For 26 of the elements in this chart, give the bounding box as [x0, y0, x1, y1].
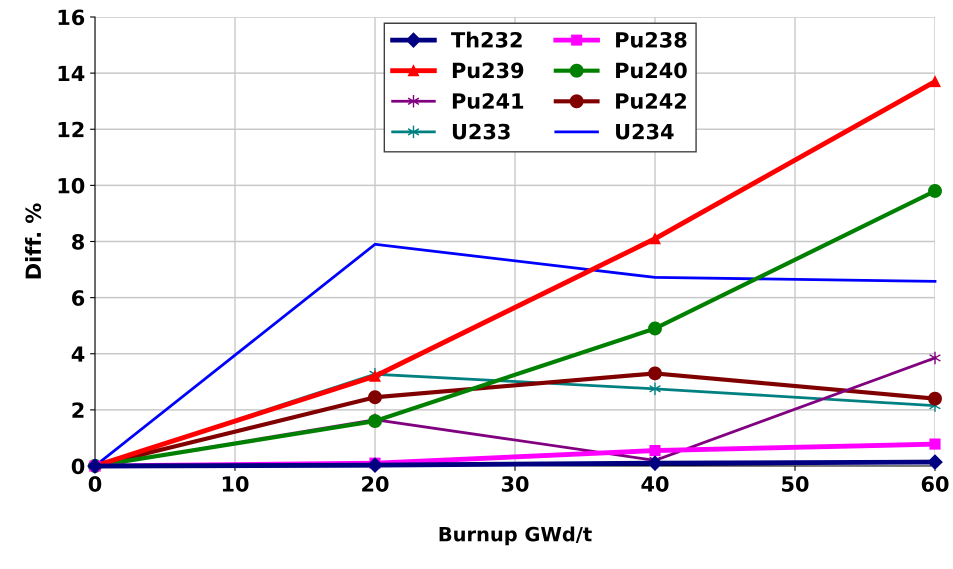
y-axis-title: Diff. %: [25, 203, 42, 278]
legend-label: Pu238: [616, 32, 686, 48]
y-tick-label: 16: [58, 9, 84, 26]
y-tick-label: 0: [72, 458, 84, 474]
legend-label: U234: [616, 124, 674, 140]
legend-label: Th232: [451, 32, 522, 48]
legend-label: Pu241: [452, 93, 524, 109]
x-tick-label: 0: [88, 476, 102, 492]
y-tick-label: 6: [72, 290, 84, 306]
legend-label: Pu242: [616, 93, 686, 109]
y-tick-label: 10: [58, 178, 84, 194]
legend-label: U233: [452, 124, 510, 140]
x-tick-label: 60: [922, 476, 948, 492]
x-tick-label: 20: [362, 476, 388, 492]
y-tick-label: 8: [72, 234, 84, 250]
x-axis-title: Burnup GWd/t: [440, 526, 592, 546]
x-tick-label: 30: [502, 476, 528, 492]
x-tick-label: 40: [641, 476, 668, 492]
y-tick-label: 14: [58, 66, 84, 82]
x-tick-label: 10: [222, 476, 248, 492]
legend-label: Pu240: [616, 62, 687, 78]
y-tick-label: 4: [72, 346, 84, 362]
y-tick-label: 2: [72, 402, 84, 418]
y-tick-label: 12: [58, 122, 84, 138]
x-tick-label: 50: [782, 476, 808, 492]
legend-label: Pu239: [452, 62, 524, 78]
